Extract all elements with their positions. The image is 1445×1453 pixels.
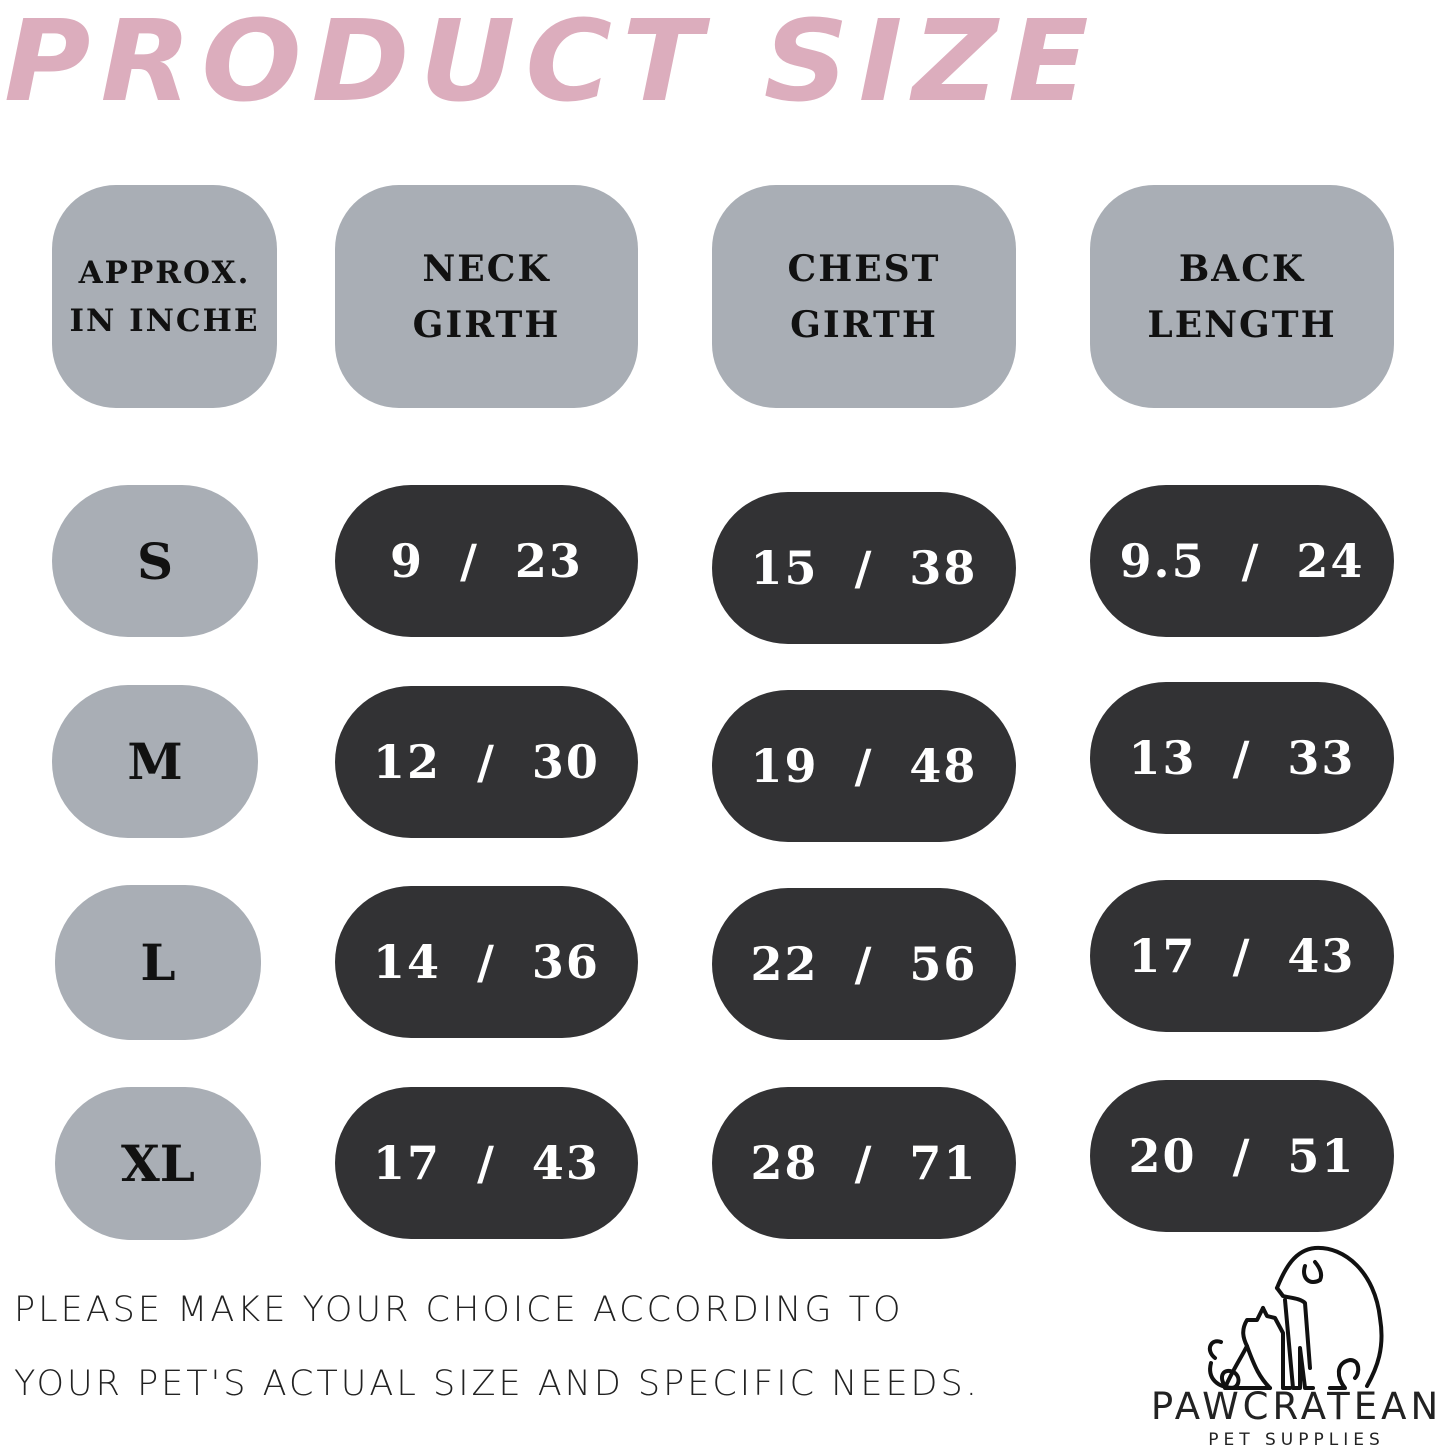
header-back-length: BACK LENGTH	[1090, 185, 1394, 408]
brand-name: PAWCRATEAN	[1150, 1385, 1443, 1428]
value-l-back: 17 / 43	[1090, 880, 1394, 1032]
header-line: BACK	[1178, 247, 1306, 290]
note-line-2: YOUR PET'S ACTUAL SIZE AND SPECIFIC NEED…	[14, 1364, 980, 1404]
value-s-chest: 15 / 38	[712, 492, 1016, 644]
size-label-l: L	[55, 885, 261, 1040]
value-l-neck: 14 / 36	[335, 886, 638, 1038]
size-label-s: S	[52, 485, 258, 637]
value-s-back: 9.5 / 24	[1090, 485, 1394, 637]
size-label-m: M	[52, 685, 258, 838]
value-m-back: 13 / 33	[1090, 682, 1394, 834]
header-chest-girth: CHEST GIRTH	[712, 185, 1016, 408]
header-approx: APPROX. IN INCHE	[52, 185, 277, 408]
value-xl-back: 20 / 51	[1090, 1080, 1394, 1232]
header-neck-girth: NECK GIRTH	[335, 185, 638, 408]
header-line: GIRTH	[412, 303, 561, 346]
value-s-neck: 9 / 23	[335, 485, 638, 637]
value-xl-neck: 17 / 43	[335, 1087, 638, 1239]
header-line: CHEST	[787, 247, 941, 290]
value-l-chest: 22 / 56	[712, 888, 1016, 1040]
page-title: PRODUCT SIZE	[4, 0, 1099, 127]
dog-and-cat-outline-icon	[1207, 1245, 1384, 1390]
header-line: LENGTH	[1147, 303, 1337, 346]
header-line: APPROX.	[78, 254, 251, 291]
value-m-neck: 12 / 30	[335, 686, 638, 838]
header-line: NECK	[422, 247, 551, 290]
value-m-chest: 19 / 48	[712, 690, 1016, 842]
header-line: IN INCHE	[69, 302, 260, 339]
value-xl-chest: 28 / 71	[712, 1087, 1016, 1239]
size-label-xl: XL	[55, 1087, 261, 1240]
note-line-1: PLEASE MAKE YOUR CHOICE ACCORDING TO	[14, 1290, 904, 1330]
header-line: GIRTH	[790, 303, 938, 346]
brand-tagline: PET SUPPLIES	[1208, 1430, 1385, 1450]
